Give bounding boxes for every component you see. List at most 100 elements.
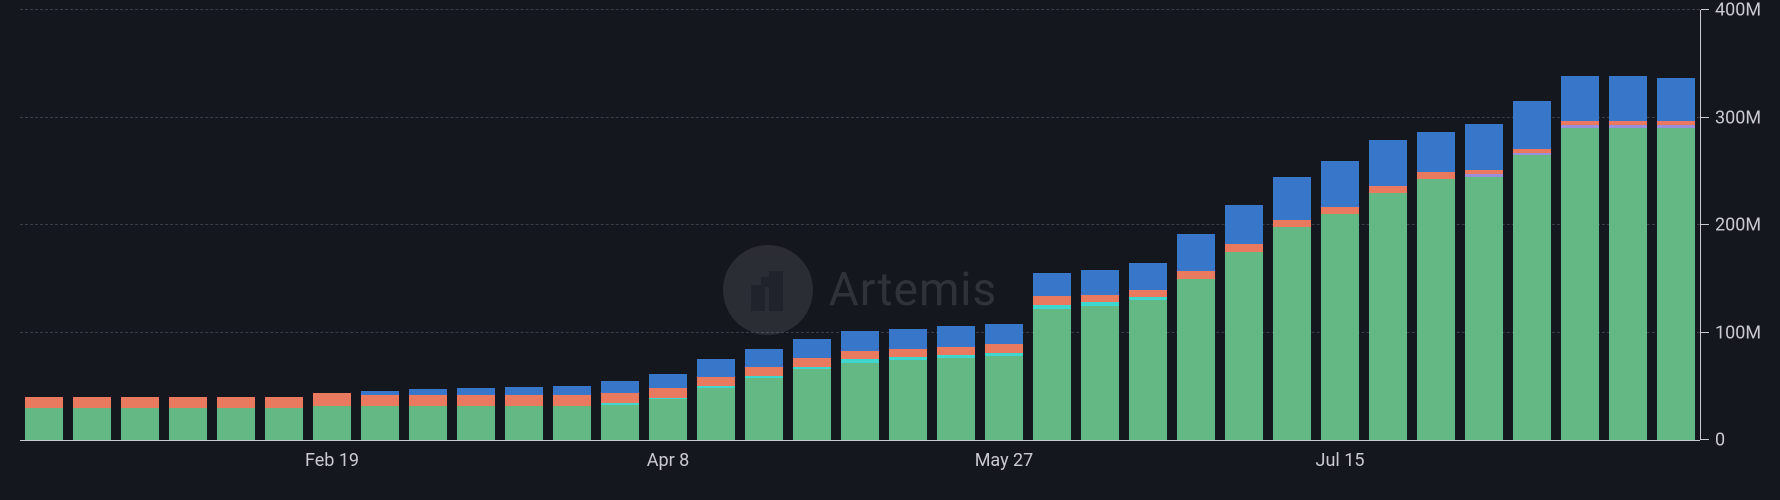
bar-segment-green bbox=[1465, 177, 1502, 440]
x-tick-label: Apr 8 bbox=[647, 450, 690, 471]
bar-segment-orange bbox=[1225, 244, 1262, 252]
y-tick-label: 0 bbox=[1715, 430, 1725, 451]
bar-segment-blue bbox=[1417, 132, 1454, 173]
bar-segment-orange bbox=[601, 393, 638, 404]
bar-segment-green bbox=[1513, 155, 1550, 440]
bar-column bbox=[649, 374, 686, 440]
x-tick-label: Jul 15 bbox=[1316, 450, 1365, 471]
bar-column bbox=[601, 381, 638, 440]
bar-segment-orange bbox=[553, 395, 590, 406]
bar-column bbox=[985, 324, 1022, 440]
bar-segment-green bbox=[1081, 306, 1118, 440]
bar-segment-orange bbox=[1177, 271, 1214, 279]
bar-segment-orange bbox=[121, 397, 158, 408]
bar-segment-orange bbox=[1273, 220, 1310, 228]
bar-segment-orange bbox=[217, 397, 254, 408]
y-axis: 0100M200M300M400M bbox=[1700, 10, 1780, 440]
bar-segment-green bbox=[697, 388, 734, 440]
bar-segment-green bbox=[1609, 128, 1646, 440]
bar-segment-orange bbox=[361, 395, 398, 406]
bar-column bbox=[409, 389, 446, 440]
bar-column bbox=[697, 359, 734, 440]
bar-segment-green bbox=[121, 408, 158, 440]
bar-column bbox=[73, 397, 110, 440]
bars-group bbox=[20, 10, 1700, 440]
bar-segment-blue bbox=[745, 349, 782, 367]
bar-segment-green bbox=[889, 360, 926, 440]
bar-segment-green bbox=[1129, 300, 1166, 440]
bar-column bbox=[361, 391, 398, 440]
bar-segment-orange bbox=[457, 395, 494, 406]
bar-column bbox=[937, 326, 974, 440]
bar-segment-blue bbox=[1033, 273, 1070, 296]
bar-segment-green bbox=[361, 406, 398, 440]
bar-segment-blue bbox=[1321, 161, 1358, 207]
bar-segment-blue bbox=[1225, 205, 1262, 245]
bar-column bbox=[1657, 78, 1694, 440]
bar-segment-blue bbox=[1129, 263, 1166, 290]
bar-column bbox=[1273, 177, 1310, 440]
bar-column bbox=[25, 397, 62, 440]
bar-segment-green bbox=[937, 358, 974, 440]
bar-segment-green bbox=[553, 406, 590, 440]
bar-segment-blue bbox=[505, 387, 542, 395]
bar-segment-green bbox=[25, 408, 62, 440]
bar-column bbox=[793, 339, 830, 440]
bar-column bbox=[1321, 161, 1358, 440]
bar-column bbox=[841, 331, 878, 440]
bar-segment-green bbox=[73, 408, 110, 440]
bar-segment-blue bbox=[1273, 177, 1310, 220]
bar-segment-orange bbox=[73, 397, 110, 408]
bar-column bbox=[217, 397, 254, 440]
bar-column bbox=[1465, 124, 1502, 440]
bar-segment-orange bbox=[937, 347, 974, 356]
bar-segment-orange bbox=[697, 377, 734, 387]
bar-column bbox=[1513, 101, 1550, 440]
bar-column bbox=[265, 397, 302, 440]
bar-segment-green bbox=[649, 399, 686, 440]
bar-segment-blue bbox=[1609, 76, 1646, 121]
bar-column bbox=[1225, 205, 1262, 440]
bar-segment-orange bbox=[1321, 207, 1358, 215]
bar-segment-green bbox=[601, 405, 638, 440]
bar-segment-orange bbox=[25, 397, 62, 408]
bar-column bbox=[745, 349, 782, 440]
bar-column bbox=[121, 397, 158, 440]
y-tick-label: 300M bbox=[1715, 107, 1761, 128]
bar-segment-green bbox=[1225, 252, 1262, 440]
bar-segment-green bbox=[457, 406, 494, 440]
bar-column bbox=[1033, 273, 1070, 440]
bar-segment-orange bbox=[1129, 290, 1166, 298]
bar-segment-orange bbox=[649, 388, 686, 398]
bar-segment-blue bbox=[697, 359, 734, 376]
bar-segment-green bbox=[1657, 128, 1694, 440]
bar-segment-blue bbox=[937, 326, 974, 346]
bar-segment-green bbox=[1273, 227, 1310, 440]
bar-segment-blue bbox=[1561, 76, 1598, 121]
bar-segment-green bbox=[169, 408, 206, 440]
bar-segment-orange bbox=[505, 395, 542, 406]
bar-segment-orange bbox=[985, 344, 1022, 353]
bar-segment-blue bbox=[1369, 140, 1406, 186]
chart-container: Artemis 0100M200M300M400M Feb 19Apr 8May… bbox=[0, 0, 1780, 500]
bar-segment-green bbox=[217, 408, 254, 440]
bar-segment-orange bbox=[1081, 295, 1118, 303]
bar-segment-green bbox=[793, 369, 830, 440]
bar-segment-green bbox=[1177, 279, 1214, 440]
bar-segment-green bbox=[1033, 309, 1070, 440]
bar-segment-blue bbox=[1657, 78, 1694, 121]
bar-segment-orange bbox=[169, 397, 206, 408]
bar-segment-green bbox=[1321, 214, 1358, 440]
bar-segment-green bbox=[1369, 193, 1406, 440]
bar-segment-orange bbox=[1033, 296, 1070, 305]
bar-column bbox=[1129, 263, 1166, 440]
bar-column bbox=[505, 387, 542, 440]
bar-segment-orange bbox=[265, 397, 302, 408]
bar-column bbox=[1561, 76, 1598, 440]
bar-segment-green bbox=[1417, 179, 1454, 440]
bar-column bbox=[1609, 76, 1646, 440]
y-tick bbox=[1701, 224, 1709, 225]
bar-segment-green bbox=[313, 406, 350, 440]
y-tick bbox=[1701, 439, 1709, 440]
bar-segment-orange bbox=[745, 367, 782, 376]
